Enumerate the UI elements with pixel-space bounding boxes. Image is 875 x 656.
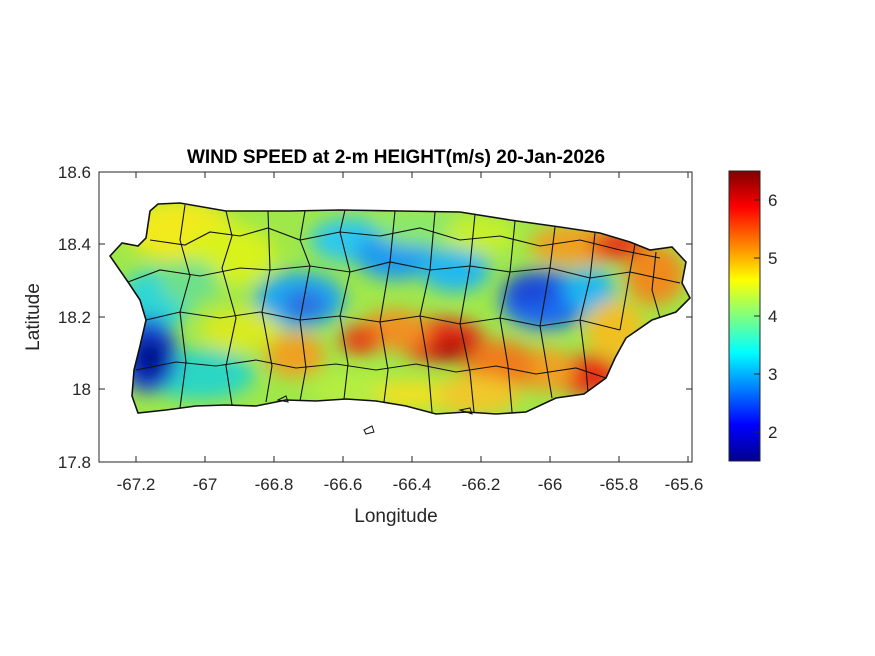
islet <box>363 425 375 435</box>
x-tick-label: -66.8 <box>255 475 294 494</box>
colorbar-tick-label: 5 <box>768 249 777 268</box>
colorbar-tick-marks <box>754 199 760 433</box>
y-tick-labels: 18.6 18.4 18.2 18 17.8 <box>58 163 91 472</box>
island-outline <box>108 202 691 415</box>
wind-blob <box>530 225 620 265</box>
plot-area: -67.2 -67 -66.8 -66.6 -66.4 -66.2 -66 -6… <box>23 163 703 527</box>
boundary-line <box>539 226 556 399</box>
islet <box>276 395 289 403</box>
wind-blob <box>430 375 520 414</box>
wind-blob <box>340 325 380 355</box>
boundary-line <box>499 220 516 413</box>
municipal-boundaries <box>127 204 681 413</box>
map-title: WIND SPEED at 2-m HEIGHT(m/s) 20-Jan-202… <box>187 147 605 168</box>
x-tick-label: -65.6 <box>665 475 704 494</box>
x-tick-label: -67.2 <box>117 475 156 494</box>
x-tick-label: -65.8 <box>600 475 639 494</box>
wind-blob <box>200 308 280 352</box>
x-tick-label: -67 <box>193 475 218 494</box>
boundary-line <box>459 213 476 413</box>
colorbar-tick-label: 3 <box>768 365 777 384</box>
boundary-line <box>221 210 237 406</box>
x-tick-label: -66.4 <box>393 475 432 494</box>
y-tick-marks <box>99 171 692 463</box>
boundary-line <box>619 243 636 331</box>
wind-blob <box>283 290 327 320</box>
wind-blob <box>375 380 445 410</box>
wind-blob <box>445 217 515 253</box>
wind-blob <box>625 245 685 305</box>
y-axis-label: Latitude <box>23 283 44 351</box>
y-tick-label: 18.2 <box>58 308 91 327</box>
wind-blob <box>265 333 325 377</box>
y-tick-label: 17.8 <box>58 453 91 472</box>
x-axis-label: Longitude <box>354 506 437 527</box>
boundary-line <box>149 227 661 259</box>
colorbar-tick-label: 4 <box>768 307 777 326</box>
boundary-line <box>651 251 661 319</box>
x-tick-label: -66.6 <box>324 475 363 494</box>
wind-blob <box>420 248 490 292</box>
y-tick-label: 18.4 <box>58 235 91 254</box>
y-tick-label: 18 <box>72 380 91 399</box>
wind-blob <box>505 272 555 308</box>
boundary-line <box>419 211 436 413</box>
x-tick-label: -66 <box>538 475 563 494</box>
boundary-line <box>299 210 311 402</box>
x-tick-marks <box>135 172 689 462</box>
boundary-line <box>135 359 607 379</box>
islet <box>458 407 473 415</box>
boundary-line <box>339 209 351 400</box>
colorbar: 6 5 4 3 2 <box>728 170 777 462</box>
boundary-line <box>179 204 191 409</box>
x-tick-label: -66.2 <box>462 475 501 494</box>
x-tick-labels: -67.2 -67 -66.8 -66.6 -66.4 -66.2 -66 -6… <box>117 475 704 494</box>
y-tick-label: 18.6 <box>58 163 91 182</box>
wind-blob <box>160 260 220 304</box>
boundary-line <box>379 210 396 403</box>
wind-blob <box>565 268 615 312</box>
colorbar-tick-label: 6 <box>768 191 777 210</box>
colorbar-tick-label: 2 <box>768 423 777 442</box>
boundary-line <box>261 210 273 403</box>
boundary-line <box>579 232 596 393</box>
